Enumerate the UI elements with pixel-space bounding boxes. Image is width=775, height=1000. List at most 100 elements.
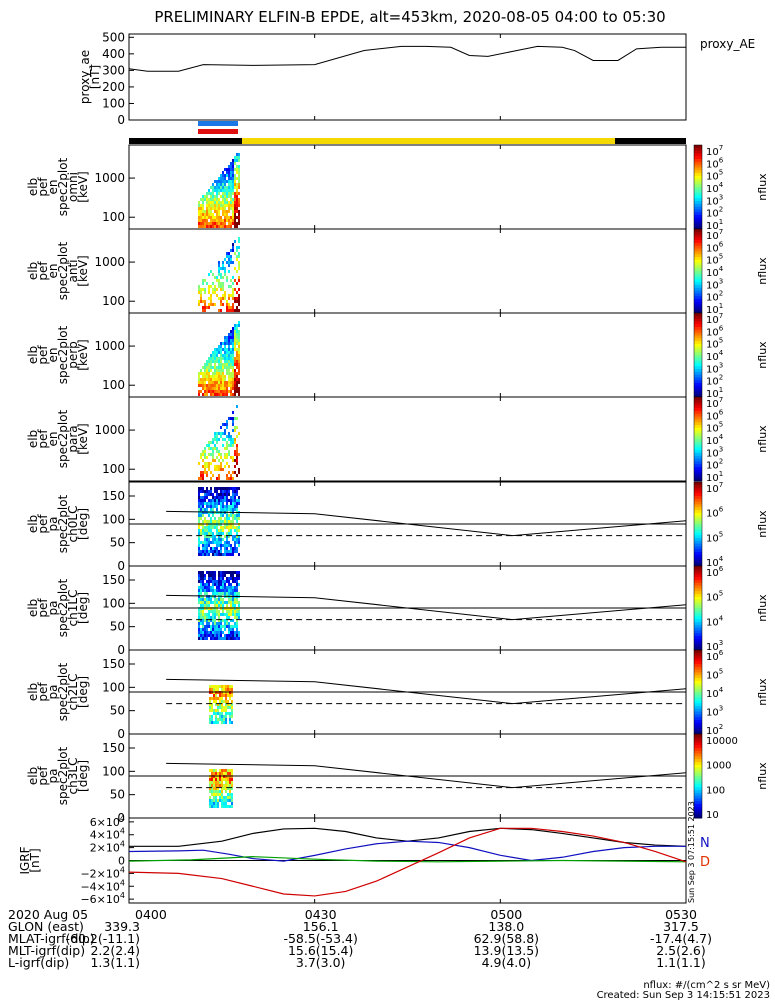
heatmap-cell [231,781,233,784]
heatmap-cell [234,309,236,312]
colorbar-segment [694,546,702,550]
heatmap-cell [226,390,228,393]
heatmap-cell [224,207,226,210]
colorbar-segment [694,599,702,603]
heatmap-cell [238,219,240,222]
heatmap-cell [234,586,236,589]
heatmap-cell [230,378,232,381]
y-tick-label: 100 [102,512,125,526]
heatmap-cell [204,529,206,532]
colorbar-label-text: nflux [756,341,769,369]
heatmap-cell [228,580,230,583]
heatmap-cell [236,435,238,438]
heatmap-cell [208,462,210,465]
heatmap-cell [214,393,216,396]
heatmap-cell [200,487,202,490]
heatmap-cell [202,628,204,631]
colorbar-segment [694,259,702,264]
heatmap-cell [212,381,214,384]
heatmap-cell [238,303,240,306]
heatmap-cell [236,586,238,589]
heatmap-cell [232,598,234,601]
heatmap-cell [226,580,228,583]
heatmap-cell [220,195,222,198]
heatmap-cell [230,195,232,198]
heatmap-cell [232,201,234,204]
heatmap-cell [224,294,226,297]
heatmap-cell [200,222,202,225]
heatmap-cell [231,709,233,712]
heatmap-cell [204,384,206,387]
heatmap-cell [226,496,228,499]
heatmap-cell [208,288,210,291]
axis-label-line: elb [26,262,40,280]
heatmap-cell [226,381,228,384]
heatmap-cell [212,375,214,378]
heatmap-cell [214,490,216,493]
heatmap-cell [219,790,221,793]
heatmap-cell [224,637,226,640]
heatmap-cell [212,360,214,363]
heatmap-cell [234,360,236,363]
heatmap-cell [222,598,224,601]
heatmap-cell [238,264,240,267]
heatmap-cell [232,168,234,171]
heatmap-cell [228,369,230,372]
heatmap-cell [208,210,210,213]
heatmap-cell [200,453,202,456]
heatmap-cell [226,255,228,258]
colorbar-segment [694,496,702,500]
footer-value: 1.3(1.1) [90,955,140,970]
heatmap-cell [226,198,228,201]
heatmap-cell [217,721,219,724]
panel-spec2plot_ch2LC: 150100500elbpefpaspec2plotch2LC[deg]1061… [26,649,769,741]
heatmap-cell [202,553,204,556]
heatmap-cell [230,550,232,553]
heatmap-cell [234,550,236,553]
heatmap-cell [232,222,234,225]
heatmap-cell [232,171,234,174]
heatmap-cell [232,348,234,351]
heatmap-cell [222,586,224,589]
heatmap-cell [226,174,228,177]
heatmap-cell [212,502,214,505]
heatmap-cell [238,198,240,201]
heatmap-cell [198,622,200,625]
heatmap-cell [210,207,212,210]
heatmap-cell [213,712,215,715]
heatmap-cell [234,622,236,625]
heatmap-cell [210,357,212,360]
heatmap-cell [229,793,231,796]
axis-label-line: elb [26,346,40,364]
heatmap-cell [236,490,238,493]
heatmap-cell [200,628,202,631]
heatmap-cell [223,721,225,724]
heatmap-cell [226,387,228,390]
colorbar-segment [694,804,702,808]
colorbar-segment [694,453,702,457]
heatmap-cell [222,171,224,174]
heatmap-cell [230,357,232,360]
heatmap-cell [224,505,226,508]
heatmap-cell [204,465,206,468]
colorbar-segment [694,195,702,199]
heatmap-cell [227,805,229,808]
heatmap-cell [226,435,228,438]
heatmap-cell [236,417,238,420]
heatmap-cell [223,718,225,721]
heatmap-cell [214,577,216,580]
heatmap-cell [208,285,210,288]
heatmap-cell [232,535,234,538]
heatmap-cell [200,294,202,297]
heatmap-cell [204,535,206,538]
heatmap-cell [225,712,227,715]
colorbar-segment [694,652,702,657]
colorbar-segment [694,458,702,462]
heatmap-cell [238,360,240,363]
heatmap-cell [230,171,232,174]
heatmap-cell [200,574,202,577]
heatmap-cell [210,447,212,450]
heatmap-cell [206,213,208,216]
heatmap-cell [221,781,223,784]
heatmap-cell [228,297,230,300]
